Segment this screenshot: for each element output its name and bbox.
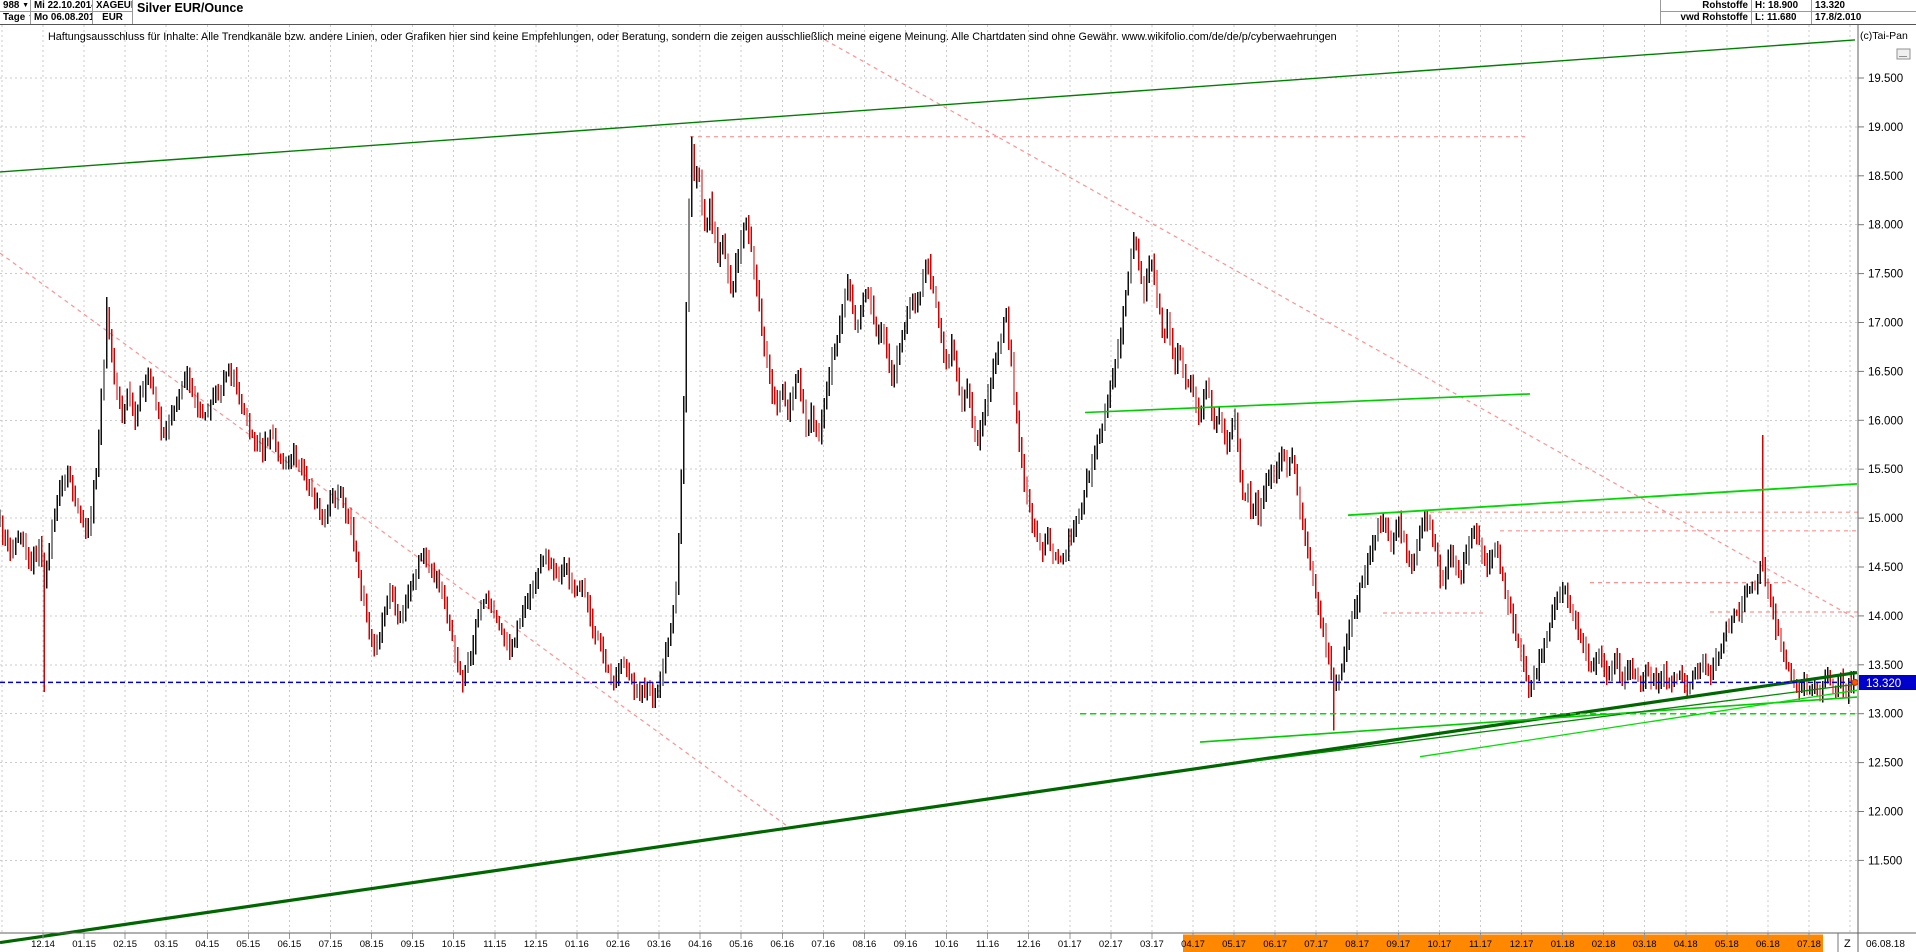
- currency-code: EUR: [102, 12, 123, 23]
- x-axis-label: 10.15: [442, 939, 466, 950]
- x-axis-label: 01.18: [1551, 939, 1575, 950]
- x-axis-label: 11.15: [483, 939, 506, 950]
- chart-header-bar: 988 ▼ Tage ▼ Mi 22.10.2014 Mo 06.08.2018…: [0, 0, 1916, 25]
- x-axis-label: 03.18: [1633, 939, 1657, 950]
- x-axis-label: 09.16: [894, 939, 918, 950]
- date-range-cell[interactable]: Mi 22.10.2014 Mo 06.08.2018: [31, 0, 93, 24]
- dropdown-arrow-icon[interactable]: ▼: [22, 2, 30, 9]
- x-axis-label: 07.15: [319, 939, 343, 950]
- x-axis-labels: 12.14 01.15 02.15 03.15 04.15 05.15 06.15 07.15…: [31, 933, 1821, 950]
- x-axis-label: 05.16: [729, 939, 753, 950]
- x-axis-label: 07.18: [1797, 939, 1821, 950]
- x-axis-label: 03.16: [647, 939, 671, 950]
- symbol-cell[interactable]: XAGEUR EUR: [93, 0, 133, 24]
- y-axis-label: 12.500: [1868, 758, 1903, 770]
- y-axis-label: 11.500: [1868, 855, 1902, 867]
- price-bars-up: [0, 136, 1855, 708]
- disclaimer-text: Haftungsausschluss für Inhalte: Alle Tre…: [48, 31, 1337, 43]
- x-axis-label: 08.15: [360, 939, 384, 950]
- y-axis-label: 12.000: [1868, 807, 1903, 819]
- x-axis-label: 11.17: [1469, 939, 1492, 950]
- x-axis-label: 02.17: [1099, 939, 1123, 950]
- x-axis-label: 12.17: [1510, 939, 1534, 950]
- bars-count-dropdown[interactable]: 988 ▼ Tage ▼: [0, 0, 31, 24]
- x-axis-label: 02.15: [113, 939, 137, 950]
- x-axis-label: 02.18: [1592, 939, 1616, 950]
- x-axis-label: 01.17: [1058, 939, 1082, 950]
- last-price-tag-label: 13.320: [1866, 678, 1901, 690]
- x-axis-label: 08.16: [853, 939, 877, 950]
- x-axis-label: 12.16: [1017, 939, 1041, 950]
- period-high-label: H: 18.900: [1752, 0, 1811, 12]
- copyright-label: (c)Tai-Pan: [1860, 30, 1908, 42]
- resistance-lines-red: [0, 39, 1859, 829]
- y-axis-label: 19.000: [1868, 122, 1903, 134]
- y-axis-label: 15.000: [1868, 513, 1903, 525]
- x-axis-label: 11.16: [976, 939, 999, 950]
- grid-lines: [0, 25, 1858, 933]
- x-axis-label: 01.16: [565, 939, 589, 950]
- period-value[interactable]: Tage: [3, 12, 26, 23]
- x-axis-label: 10.16: [935, 939, 959, 950]
- quote-info-block: Rohstoffe vwd Rohstoffe H: 18.900 L: 11.…: [1660, 0, 1916, 24]
- y-axis-label: 14.500: [1868, 562, 1903, 574]
- last-price-marker-dot: [1851, 678, 1859, 686]
- x-axis-label: 06.16: [770, 939, 794, 950]
- y-axis-label: 16.500: [1868, 366, 1903, 378]
- window-restore-icon[interactable]: [1896, 48, 1911, 60]
- last-price-tag: 13.320: [1859, 675, 1916, 690]
- last-price-value: 13.320: [1812, 0, 1916, 12]
- instrument-title: Silver EUR/Ounce: [137, 1, 244, 15]
- y-axis-label: 16.000: [1868, 415, 1903, 427]
- period-low-label: L: 11.680: [1755, 12, 1797, 23]
- extra-quote-value: 17.8/2.010: [1815, 12, 1862, 23]
- price-bars-down: [1, 143, 1852, 731]
- x-axis-label: 04.16: [688, 939, 712, 950]
- x-axis-label: 10.17: [1428, 939, 1452, 950]
- x-axis-label: 06.15: [278, 939, 302, 950]
- x-axis-label: 06.17: [1263, 939, 1287, 950]
- x-axis-label: 05.15: [236, 939, 260, 950]
- x-axis-label: 09.17: [1386, 939, 1410, 950]
- y-axis-label: 18.500: [1868, 171, 1903, 183]
- x-axis-label: 12.15: [524, 939, 548, 950]
- x-axis-label: 05.18: [1715, 939, 1739, 950]
- start-date-field[interactable]: Mi 22.10.2014: [31, 0, 92, 12]
- x-axis-label: 06.18: [1756, 939, 1780, 950]
- y-axis-label: 15.500: [1868, 464, 1903, 476]
- end-date-field[interactable]: Mo 06.08.2018: [34, 12, 92, 23]
- y-axis-label: 19.500: [1868, 73, 1903, 85]
- x-axis-label: 03.15: [154, 939, 178, 950]
- y-axis-label: 17.500: [1868, 269, 1903, 281]
- x-axis-label: 08.17: [1345, 939, 1369, 950]
- trend-lines-green: [0, 39, 1858, 945]
- dropdown-arrow-icon[interactable]: ▼: [28, 14, 30, 21]
- zoom-z-button[interactable]: Z: [1844, 938, 1851, 950]
- feed-name: Rohstoffe: [1661, 0, 1751, 12]
- x-axis-label: 07.17: [1304, 939, 1328, 950]
- x-axis-label: 12.14: [31, 939, 55, 950]
- x-axis-label: 07.16: [811, 939, 835, 950]
- bars-count-value[interactable]: 988: [3, 0, 20, 11]
- x-axis-label: 04.17: [1181, 939, 1205, 950]
- x-axis-label: 03.17: [1140, 939, 1164, 950]
- y-axis-label: 13.500: [1868, 660, 1903, 672]
- y-axis-label: 18.000: [1868, 220, 1903, 232]
- x-axis-label: 04.15: [195, 939, 219, 950]
- x-axis-label: 05.17: [1222, 939, 1246, 950]
- y-axis-labels: 19.500 19.000 18.500 18.000 17.500 17.000 16.5…: [1858, 73, 1903, 867]
- x-axis-label: 02.16: [606, 939, 630, 950]
- y-axis-label: 14.000: [1868, 611, 1903, 623]
- axis-end-date: 06.08.18: [1866, 939, 1905, 950]
- y-axis-label: 17.000: [1868, 318, 1903, 330]
- y-axis-label: 13.000: [1868, 709, 1903, 721]
- x-axis-highlight-band: [1183, 934, 1823, 952]
- x-axis-label: 04.18: [1674, 939, 1698, 950]
- symbol-code[interactable]: XAGEUR: [93, 0, 132, 12]
- feed-provider: vwd Rohstoffe: [1680, 12, 1749, 23]
- x-axis-label: 09.15: [401, 939, 425, 950]
- x-axis-label: 01.15: [72, 939, 96, 950]
